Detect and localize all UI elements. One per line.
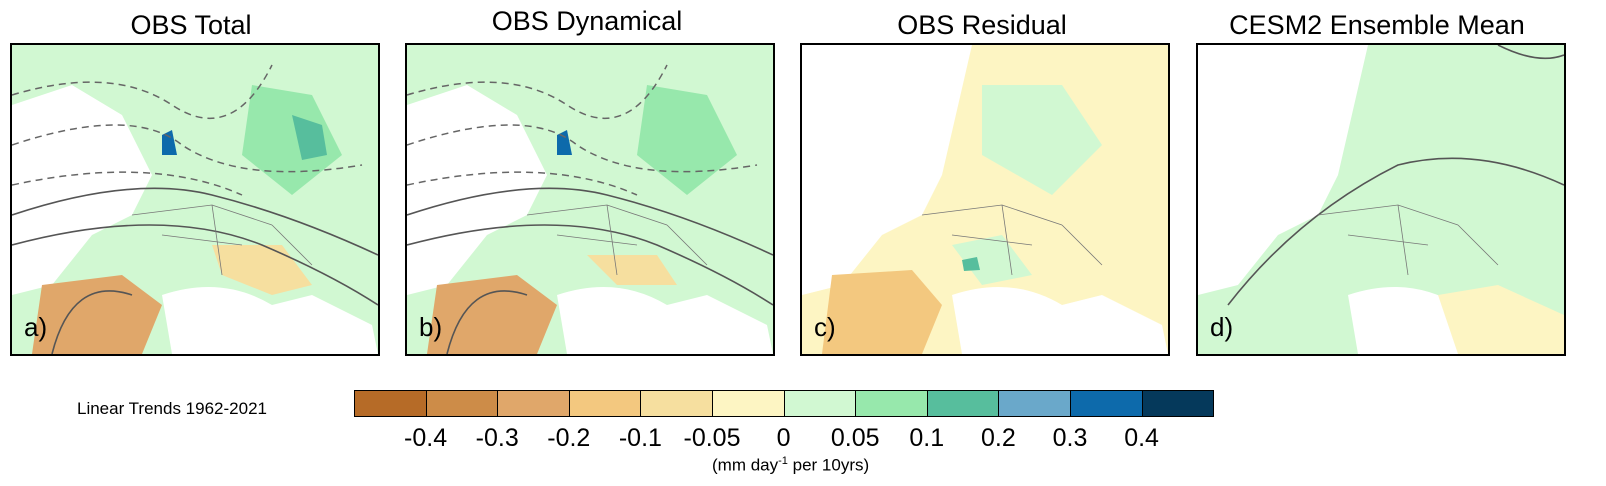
- borders-c: [921, 204, 1103, 276]
- colorbar-swatch-3: [568, 390, 642, 417]
- south-dry-d: [1438, 285, 1564, 354]
- balkan-dry-b: [587, 255, 677, 285]
- contour-dashed-3a: [12, 171, 243, 196]
- map-b-graphic: [407, 45, 773, 354]
- med-sea-c: [952, 287, 1168, 354]
- colorbar-tick-label: 0: [776, 424, 791, 452]
- scandinavia-wet-c: [982, 85, 1102, 195]
- contour-solid-d2: [1497, 45, 1564, 60]
- sea-atlantic-d: [1198, 45, 1368, 295]
- panel-letter-d: d): [1210, 312, 1234, 342]
- colorbar-tick-label: -0.3: [475, 424, 519, 452]
- panel-title-c: OBS Residual: [897, 10, 1067, 40]
- med-sea-a: [162, 287, 378, 354]
- contour-solid-1a: [12, 187, 378, 256]
- contour-dashed-1b: [407, 64, 668, 120]
- norway-coast-b: [557, 130, 572, 155]
- borders-d: [1317, 204, 1499, 276]
- legend-label: Linear Trends 1962-2021: [77, 399, 267, 418]
- colorbar-tick-label: -0.2: [547, 424, 591, 452]
- contour-dashed-2a: [12, 124, 363, 173]
- map-panel-b: b): [405, 43, 775, 356]
- sea-atlantic-c: [802, 45, 972, 295]
- colorbar-swatch-7: [855, 390, 928, 417]
- colorbar-swatch-0: [354, 390, 427, 417]
- units-suffix: per 10yrs): [787, 455, 870, 475]
- units-prefix: (mm day: [712, 455, 779, 475]
- sea-atlantic-b: [407, 85, 547, 295]
- panel-title-a: OBS Total: [130, 10, 252, 40]
- panel-letter-b: b): [419, 312, 443, 342]
- colorbar-tick-label: 0.1: [909, 424, 945, 452]
- alps-wet-c: [962, 257, 980, 271]
- borders-a: [131, 204, 313, 276]
- colorbar-swatch-4: [640, 390, 713, 417]
- map-panel-a: a): [10, 43, 380, 356]
- colorbar-swatch-10: [1070, 390, 1143, 417]
- colorbar-swatch-8: [926, 390, 1000, 417]
- colorbar-tick-label: -0.4: [404, 424, 448, 452]
- map-panel-d: d): [1196, 43, 1566, 356]
- colorbar-tick-label: 0.05: [830, 424, 880, 452]
- map-panel-c: c): [800, 43, 1170, 356]
- contour-solid-1b: [407, 187, 773, 256]
- scandinavia-wetter-a: [292, 115, 327, 160]
- contour-solid-3a: [51, 290, 133, 354]
- colorbar-tick-label: 0.3: [1052, 424, 1088, 452]
- scandinavia-wet-a: [242, 85, 342, 195]
- med-sea-b: [557, 287, 773, 354]
- panel-title-d: CESM2 Ensemble Mean: [1229, 10, 1525, 40]
- panel-letter-c: c): [814, 312, 836, 342]
- sea-atlantic-a: [12, 85, 152, 295]
- contour-dashed-1a: [12, 64, 273, 120]
- colorbar-tick-label: 0.4: [1124, 424, 1159, 452]
- contour-dashed-3b: [407, 171, 638, 196]
- iberia-dry-c: [822, 270, 942, 354]
- colorbar-swatch-2: [497, 390, 570, 417]
- units-label: (mm day-1 per 10yrs): [712, 455, 869, 476]
- colorbar-swatch-5: [712, 390, 785, 417]
- contour-solid-2b: [407, 224, 773, 306]
- map-c-graphic: [802, 45, 1168, 354]
- colorbar-swatch-1: [425, 390, 499, 417]
- contour-solid-2a: [12, 224, 378, 306]
- borders-b: [526, 204, 708, 276]
- balkan-dry-a: [212, 245, 312, 295]
- norway-coast-a: [162, 130, 177, 155]
- colorbar-swatch-11: [1141, 390, 1215, 417]
- scandinavia-wet-b: [637, 85, 737, 195]
- colorbar-swatch-6: [783, 390, 857, 417]
- colorbar-tick-label: -0.1: [618, 424, 662, 452]
- panel-letter-a: a): [24, 312, 48, 342]
- colorbar-tick-label: -0.05: [683, 424, 741, 452]
- units-sup: -1: [778, 455, 788, 467]
- map-a-graphic: [12, 45, 378, 354]
- map-d-graphic: [1198, 45, 1564, 354]
- contour-dashed-2b: [407, 124, 758, 173]
- contour-solid-d1: [1227, 157, 1564, 306]
- panel-title-b: OBS Dynamical: [491, 6, 683, 36]
- colorbar-tick-label: 0.2: [981, 424, 1016, 452]
- contour-solid-3b: [446, 290, 528, 354]
- colorbar-swatch-9: [998, 390, 1071, 417]
